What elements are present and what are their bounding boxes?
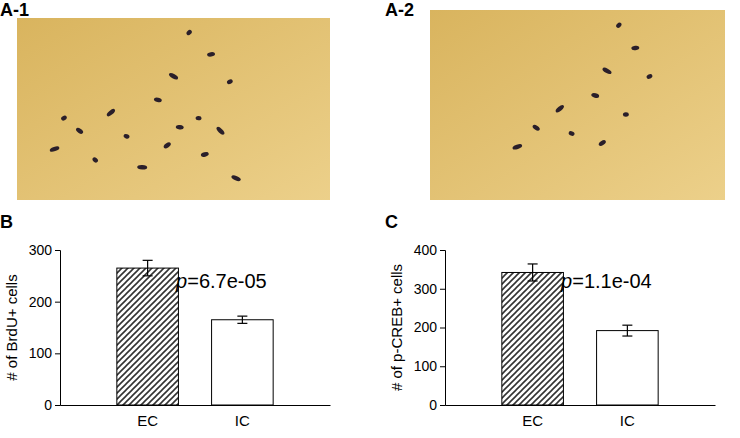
bar — [597, 331, 659, 405]
annotation: p=1.1e-04 — [560, 270, 652, 292]
cell-spot — [226, 78, 233, 84]
y-tick-label: 200 — [29, 294, 53, 310]
y-tick-label: 0 — [44, 397, 52, 413]
y-axis-title: # of BrdU+ cells — [3, 274, 20, 380]
x-tick-label: EC — [137, 412, 158, 429]
x-tick-label: IC — [620, 412, 635, 429]
annotation: p=6.7e-05 — [175, 270, 267, 292]
x-tick-label: IC — [235, 412, 250, 429]
image-background — [430, 10, 725, 200]
cell-spot — [602, 66, 613, 75]
cell-spot — [153, 97, 162, 103]
y-tick: 0 — [44, 397, 60, 413]
cell-spot — [231, 174, 242, 182]
y-tick: 400 — [414, 242, 445, 258]
y-tick-label: 100 — [414, 358, 438, 374]
cell-spot — [200, 151, 209, 157]
x-tick: IC — [620, 405, 635, 429]
cell-spot — [532, 124, 541, 132]
cell-spot — [168, 72, 179, 81]
image-background — [17, 18, 330, 200]
x-axis: EC IC — [61, 405, 331, 429]
y-tick-label: 100 — [29, 345, 53, 361]
x-axis: EC IC — [446, 405, 716, 429]
x-tick: EC — [522, 405, 543, 429]
cell-spot — [106, 108, 116, 118]
cell-spot — [568, 130, 575, 136]
y-tick-mark — [440, 405, 445, 406]
error-bar — [528, 264, 538, 281]
y-tick-mark — [440, 328, 445, 329]
y-tick: 100 — [29, 345, 60, 361]
y-tick-mark — [55, 302, 60, 303]
y-tick: 300 — [414, 281, 445, 297]
y-tick: 200 — [29, 294, 60, 310]
cell-spot — [591, 92, 600, 98]
cell-spot — [92, 156, 99, 163]
cell-spot — [123, 133, 130, 139]
y-tick-mark — [440, 289, 445, 290]
y-tick: 200 — [414, 319, 445, 335]
panel-label: B — [0, 212, 13, 232]
image-panel — [430, 10, 725, 200]
y-tick-label: 400 — [414, 242, 438, 258]
cell-spot — [207, 52, 216, 57]
error-bar — [622, 325, 632, 336]
bar — [212, 320, 274, 405]
y-axis-line — [55, 251, 61, 406]
cell-spot — [598, 139, 607, 147]
y-axis: 0 100 200 300 — [29, 242, 61, 413]
y-axis-line — [440, 251, 446, 406]
x-tick-label: EC — [522, 412, 543, 429]
cell-spot — [137, 165, 147, 170]
cell-spot — [215, 126, 225, 136]
y-tick-label: 0 — [429, 397, 437, 413]
y-tick-mark — [55, 250, 60, 251]
x-tick: IC — [235, 405, 250, 429]
cell-spot — [185, 29, 192, 36]
plot-marks — [117, 260, 273, 405]
cell-spot — [75, 127, 84, 135]
cell-spot — [176, 125, 184, 130]
x-tick: EC — [137, 405, 158, 429]
y-tick-label: 200 — [414, 319, 438, 335]
error-bar — [237, 316, 247, 323]
y-tick: 100 — [414, 358, 445, 374]
cell-spot — [631, 45, 640, 50]
cell-spot — [646, 73, 653, 79]
cell-spot — [195, 116, 201, 121]
plot-marks — [502, 264, 658, 405]
panel-label: A-2 — [385, 0, 414, 20]
y-tick-mark — [55, 353, 60, 354]
y-tick-label: 300 — [29, 242, 53, 258]
bar — [117, 268, 179, 405]
y-tick-mark — [55, 405, 60, 406]
cell-spot — [615, 22, 622, 29]
cell-spot — [512, 143, 523, 150]
panel-label: C — [385, 212, 398, 232]
y-axis: 0 100 200 300 400 — [414, 242, 446, 413]
cell-spot — [49, 145, 60, 152]
cell-spot — [60, 115, 67, 122]
y-tick-mark — [440, 250, 445, 251]
cell-spot — [555, 104, 565, 114]
cell-spot — [623, 112, 629, 117]
y-tick: 0 — [429, 397, 445, 413]
x-axis-line — [446, 405, 716, 406]
cell-spot — [163, 141, 172, 149]
panel-label: A-1 — [0, 0, 29, 20]
y-tick-mark — [440, 366, 445, 367]
image-panel — [17, 18, 330, 200]
y-tick-label: 300 — [414, 281, 438, 297]
bar — [502, 272, 564, 405]
y-axis-title: # of p-CREB+ cells — [388, 264, 405, 391]
x-axis-line — [61, 405, 331, 406]
y-tick: 300 — [29, 242, 60, 258]
error-bar — [143, 260, 153, 276]
